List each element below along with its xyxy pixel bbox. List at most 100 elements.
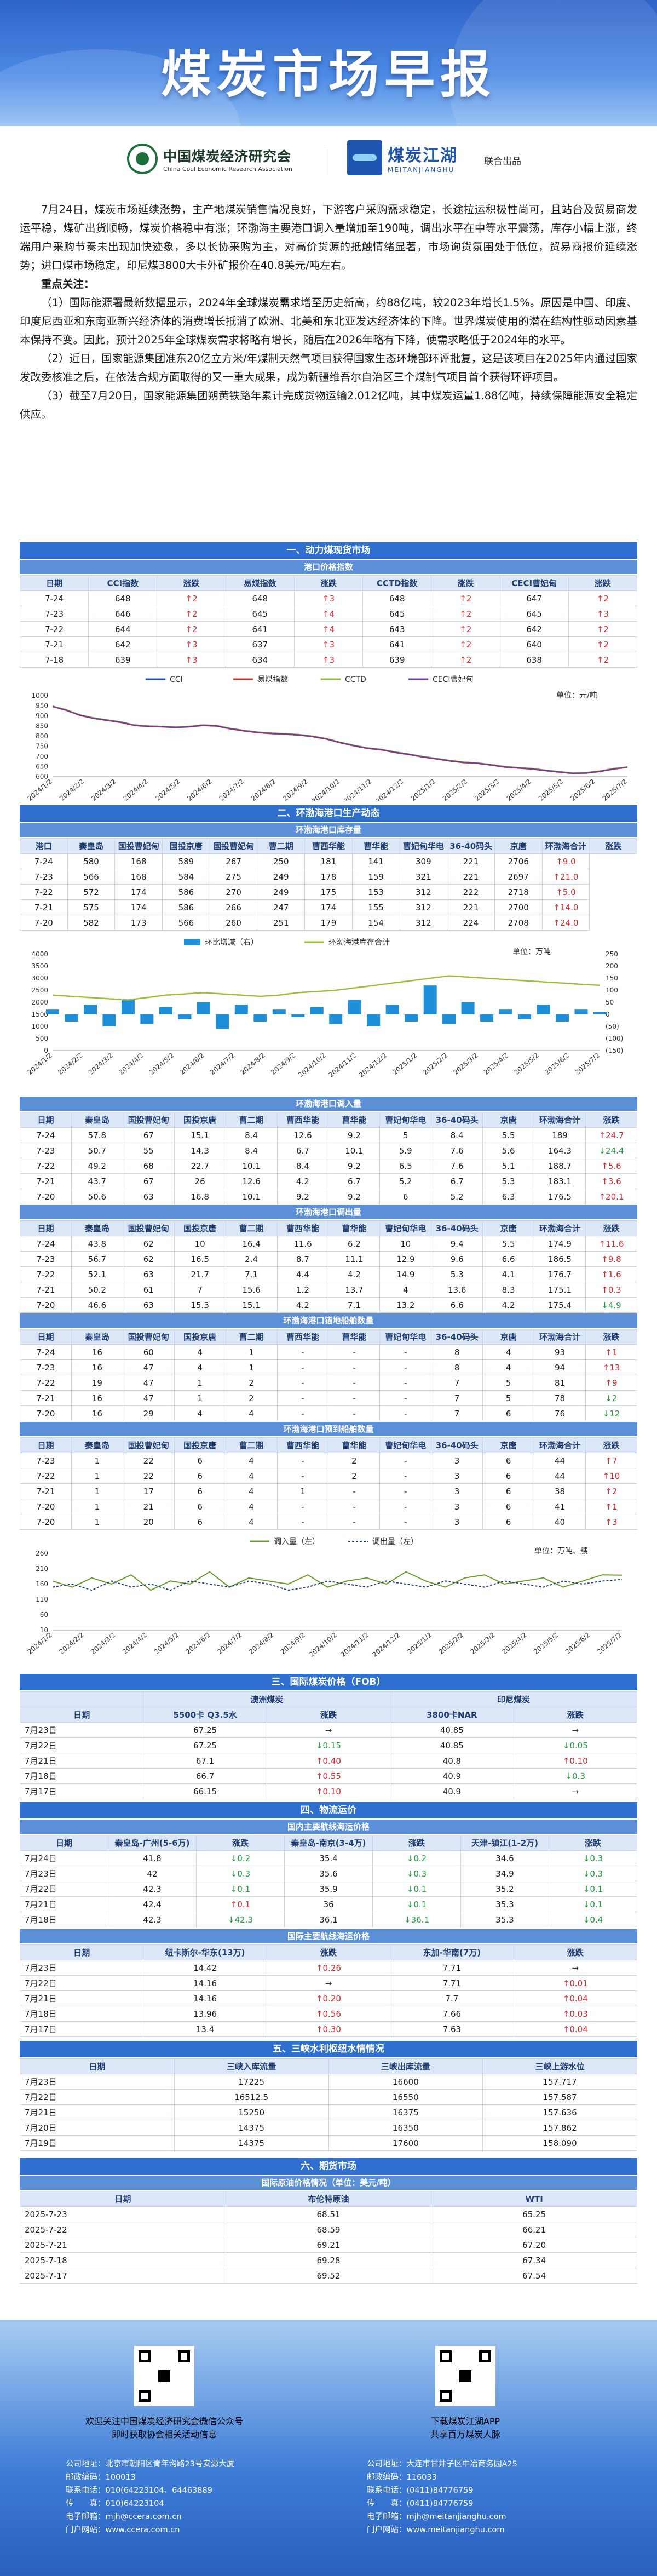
table-row: 7月22日 14.16 → 7.71 ↑0.01 [19,1975,638,1991]
table-cell: 267 [209,853,258,869]
table-header: 国投京唐 [174,1437,226,1453]
table-row: 7-18 639 ↑3 634 ↑3 639 ↑2 638 ↑2 [19,652,638,668]
table-row: 7-20 582 173 566 260 251 179 154 312 224 2708 ↑24.0 [20,915,637,931]
table-cell: ↑0.40 [266,1753,391,1769]
table-cell: 81 [534,1375,586,1391]
x-tick-label: 2025/6/2 [543,1052,570,1076]
table-group-header: 印尼煤炭 [390,1691,637,1707]
contact-line: 邮政编码：100013 [66,2473,136,2482]
app-qr-caption: 下载煤炭江湖APP 共享百万煤炭人脉 [430,2416,500,2440]
table-row: 7月23日 14.42 ↑0.26 7.71 → [19,1960,638,1976]
table-cell: 7.71 [390,1975,514,1991]
table-cell: 7-21 [20,1282,72,1298]
table-cell: 7月21日 [19,1990,144,2006]
table-cell: - [379,1514,432,1530]
table-cell: 7-24 [20,853,68,869]
table-cell: ↓0.1 [549,1896,637,1912]
table-cell: 11.6 [276,1236,329,1252]
table-cell: 42.3 [108,1881,197,1897]
table-cell: 42 [108,1866,197,1881]
table-cell: ↓24.4 [585,1143,638,1158]
legend-label: 环渤海港库存合计 [328,938,390,947]
table-cell: 4 [225,1405,278,1421]
inventory-chart: 环比增减（右） 环渤海港库存合计 单位：万吨 4000 3500 3000 2500 2000… [20,932,637,1091]
table-cell: 1 [71,1453,123,1468]
table-header: 日期 [19,1707,144,1723]
table-cell: 35.9 [284,1881,373,1897]
table-header: 涨跌 [513,1707,638,1723]
table-cell: ↑0.03 [513,2006,638,2022]
table-cell: 52.1 [71,1266,123,1282]
table-cell: 22 [122,1468,175,1484]
subsection-title: 环渤海港口锚地船舶数量 [20,1313,637,1328]
table-cell: 270 [209,884,258,900]
table-cell: 16550 [328,2089,483,2105]
x-tick-label: 2025/7/2 [574,1052,601,1076]
table-cell: 175.4 [534,1297,586,1313]
table-cell: 2 [328,1453,381,1468]
table-cell: 5.9 [379,1143,432,1158]
table-header: 秦皇岛-南京(3-4万) [284,1835,373,1851]
table-cell: 2.4 [225,1251,278,1267]
series-line [52,705,628,774]
table-header: 国投京唐 [174,1329,226,1345]
table-cell: 42.4 [108,1896,197,1912]
table-cell: 35.4 [284,1850,373,1866]
table-cell: 2 [225,1375,278,1391]
ccera-qr-code-icon[interactable] [134,2346,194,2406]
table-cell: 7-23 [20,1251,72,1267]
table-cell: 7-24 [20,1236,72,1252]
inflow-outflow-chart-svg: 调入量（左） 调出量（左）单位：万吨、艘26021016011060102024/… [26,1537,623,1659]
table-header: CECI曹妃甸 [499,575,569,591]
table-cell: 168 [114,869,163,885]
table-cell: 16512.5 [174,2089,329,2105]
table-cell: ↓0.15 [266,1737,391,1753]
table-cell: ↑3.6 [585,1173,638,1189]
table-cell: 26 [174,1173,226,1189]
table-row: 7-22 52.1 63 21.7 7.1 4.4 4.2 14.9 5.3 4.1 176.7 ↑1… [20,1266,638,1282]
table-cell: 6 [482,1405,535,1421]
table-header: 环渤海合计 [534,1329,586,1345]
table-row: 7-21 575 174 586 266 247 174 155 312 221 2700 ↑14.0 [20,899,637,915]
table-cell: ↑13 [585,1359,638,1375]
change-bar [480,1014,494,1022]
section-title: 五、三峡水利枢纽水情情况 [20,2041,637,2057]
table-cell: 2700 [494,899,543,915]
table-cell: 189 [534,1127,586,1143]
app-qr-code-icon[interactable] [435,2346,495,2406]
table-cell: 8.4 [225,1143,278,1158]
table-header: 涨跌 [568,575,638,591]
table-cell: 65.25 [431,2206,637,2222]
table-header: 涨跌 [549,1835,637,1851]
table-header: 曹二期 [225,1220,278,1236]
x-tick-label: 2025/6/2 [564,1631,591,1656]
x-tick-label: 2024/10/2 [297,1052,327,1079]
table-cell: 6.7 [431,1173,483,1189]
x-tick-label: 2025/7/2 [596,1631,623,1656]
table-header: 涨跌 [266,1707,391,1723]
table-cell: ↑0.04 [513,2021,638,2037]
table-cell: 6.6 [482,1251,535,1267]
section-title: 六、期货市场 [20,2158,637,2175]
table-cell: 173 [114,915,163,931]
table-cell: 40.8 [390,1753,514,1769]
table-cell: 7-24 [20,1344,72,1360]
table-header: 日期 [19,1944,144,1960]
table-cell: 7.71 [390,1960,514,1976]
table-cell: 9.2 [328,1127,381,1143]
table-cell: ↑2 [568,652,638,668]
table-cell: 40.85 [390,1722,514,1738]
table-cell: ↓12 [585,1405,638,1421]
x-tick-label: 2024/3/2 [89,1631,117,1656]
table-cell: 2025-7-21 [20,2237,226,2253]
table-cell: 249 [257,869,306,885]
y-tick-label: 3500 [31,962,48,970]
x-tick-label: 2024/2/2 [56,1052,84,1076]
table-cell: 7-21 [20,1173,72,1189]
x-tick-label: 2024/3/2 [87,1052,114,1076]
table-cell: 7-22 [20,1158,72,1174]
table-cell: 67 [122,1127,175,1143]
table-cell: 174 [114,884,163,900]
table-cell: 168 [114,853,163,869]
table-cell: 7月20日 [20,2120,175,2136]
